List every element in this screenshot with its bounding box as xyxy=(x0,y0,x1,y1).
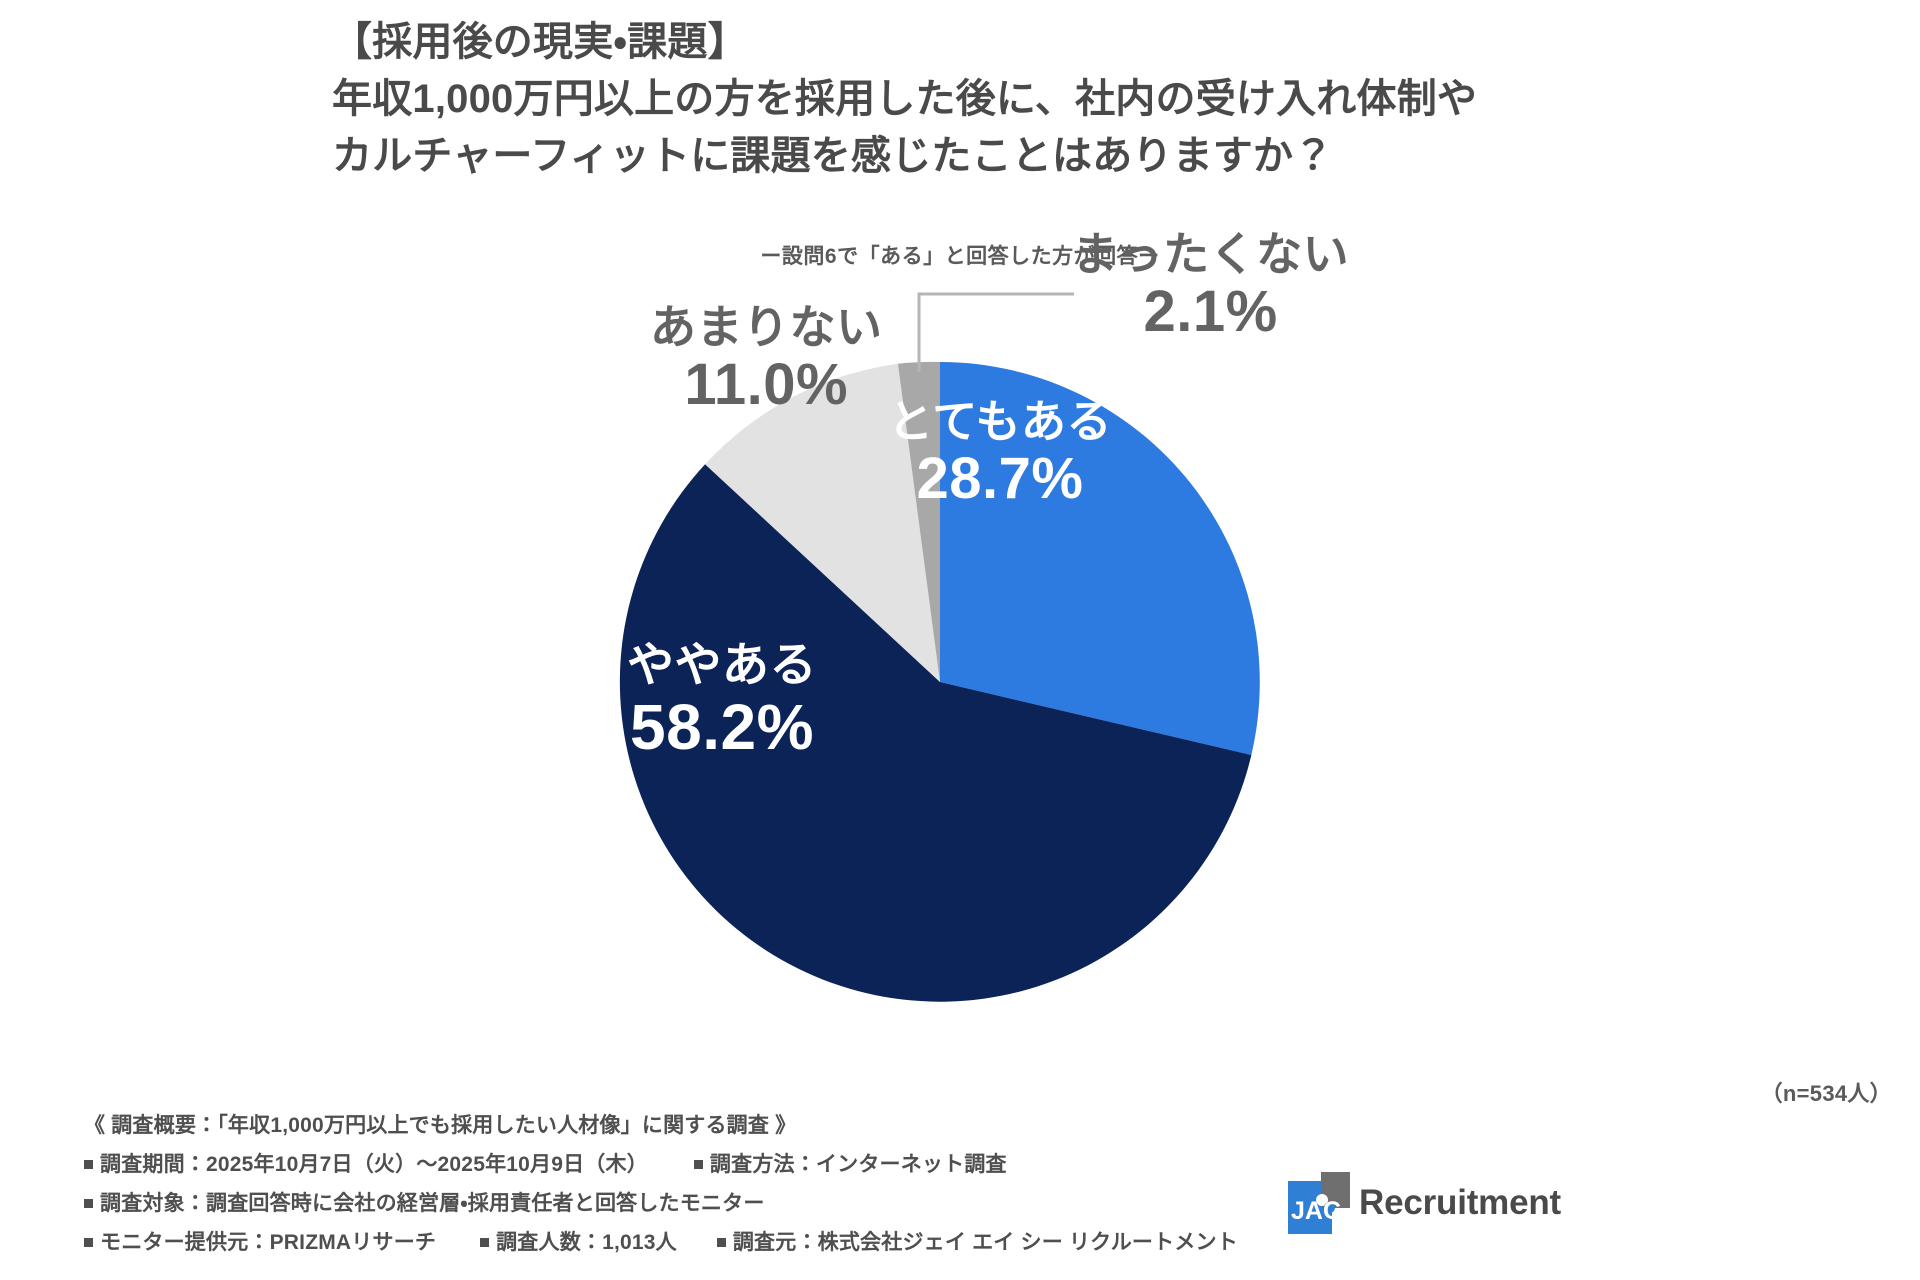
survey-method-text: 調査方法：インターネット調査 xyxy=(709,1153,1007,1177)
title-line-3: カルチャーフィットに課題を感じたことはありますか？ xyxy=(332,133,1334,178)
survey-period-row: 調査期間：2025年10月7日（火）〜2025年10月9日（木） 調査方法：インタ… xyxy=(84,1145,1238,1184)
svg-text:JAC: JAC xyxy=(1291,1197,1341,1225)
survey-monitor-text: モニター提供元：PRIZMAリサーチ xyxy=(100,1231,437,1255)
title-line-2: 年収1,000万円以上の方を採用した後に、社内の受け入れ体制や xyxy=(332,76,1478,121)
bullet-icon xyxy=(84,1160,93,1170)
chart-subtitle: ー設問6で「ある」と回答した方が回答ー xyxy=(760,245,1160,268)
pie-label-amarinai-name: あまりない xyxy=(650,301,883,353)
pie-slice-yayaaru[interactable] xyxy=(619,464,1252,1002)
survey-period-text: 調査期間：2025年10月7日（火）〜2025年10月9日（木） xyxy=(100,1153,648,1177)
survey-source-row: モニター提供元：PRIZMAリサーチ 調査人数：1,013人 調査元：株式会社ジェイ… xyxy=(84,1223,1238,1262)
jac-recruitment-logo: JAC Recruitment xyxy=(1288,1172,1561,1234)
bullet-icon xyxy=(693,1160,703,1170)
page-title: 【採用後の現実・課題】 年収1,000万円以上の方を採用した後に、社内の受け入れ… xyxy=(332,14,1672,184)
bullet-icon xyxy=(480,1238,490,1248)
survey-provider-text: 調査元：株式会社ジェイ エイ シー リクルートメント xyxy=(732,1231,1238,1255)
pie-slice-totemoaru[interactable] xyxy=(940,362,1260,756)
bullet-icon xyxy=(84,1238,93,1248)
survey-overview-text: 《 調査概要：「年収1,000万円以上でも採用したい人材像」に関する調査 》 xyxy=(84,1114,797,1137)
pie-slice-amarinai[interactable] xyxy=(705,363,940,682)
survey-target-row: 調査対象：調査回答時に会社の経営層・採用責任者と回答したモニター xyxy=(84,1184,1238,1223)
survey-details: 《 調査概要：「年収1,000万円以上でも採用したい人材像」に関する調査 》 調… xyxy=(84,1106,1238,1262)
sample-size-note: （n=534人） xyxy=(1760,1081,1892,1106)
pie-chart-svg xyxy=(619,292,1260,1002)
title-line-1: 【採用後の現実・課題】 xyxy=(332,20,748,64)
survey-overview-row: 《 調査概要：「年収1,000万円以上でも採用したい人材像」に関する調査 》 xyxy=(84,1106,1238,1145)
survey-target-text: 調査対象：調査回答時に会社の経営層・採用責任者と回答したモニター xyxy=(100,1192,765,1216)
jac-logo-wordmark: Recruitment xyxy=(1359,1183,1562,1222)
bullet-icon xyxy=(84,1199,93,1209)
bullet-icon xyxy=(716,1238,726,1248)
pie-label-mattakunai-value: 2.1% xyxy=(1143,278,1278,344)
jac-logo-mark-icon: JAC xyxy=(1288,1172,1350,1234)
leader-line-mattakunai xyxy=(917,292,1074,372)
jac-logo-letters-icon: JAC xyxy=(1291,1197,1341,1225)
survey-count-text: 調査人数：1,013人 xyxy=(496,1231,677,1255)
pie-slice-mattakunai[interactable] xyxy=(897,361,940,682)
